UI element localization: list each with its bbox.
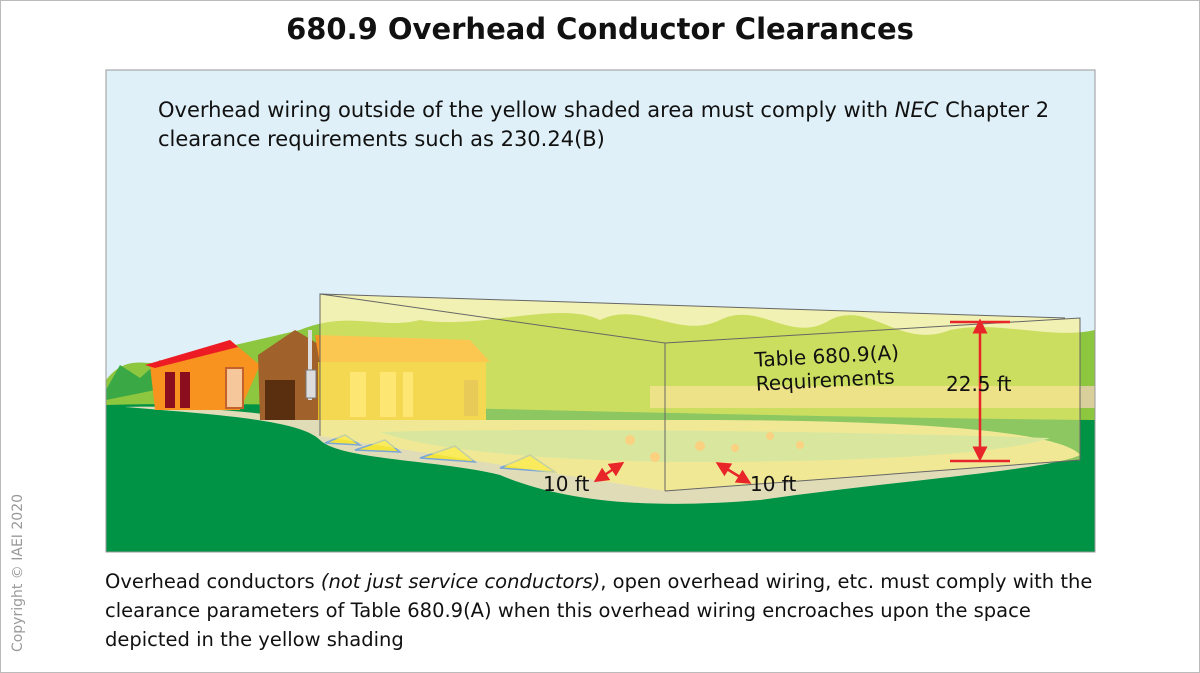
caption-text-end: , open overhead wiring, etc. must comply… bbox=[105, 570, 1093, 651]
top-note-nec: NEC bbox=[894, 98, 939, 122]
page-title: 680.9 Overhead Conductor Clearances bbox=[286, 12, 914, 46]
service-mast bbox=[308, 330, 312, 400]
caption: Overhead conductors (not just service co… bbox=[105, 567, 1115, 654]
horizontal-clearance-left: 10 ft bbox=[543, 472, 590, 496]
pool-house-left bbox=[145, 340, 260, 410]
top-note: Overhead wiring outside of the yellow sh… bbox=[158, 96, 1078, 154]
copyright: Copyright © IAEI 2020 bbox=[10, 493, 26, 653]
illustration-border bbox=[105, 69, 1096, 553]
height-label: 22.5 ft bbox=[946, 372, 1012, 396]
clearance-zone-box bbox=[319, 293, 1081, 492]
dimension-arrows bbox=[593, 318, 1010, 484]
electric-meter bbox=[305, 369, 317, 399]
top-note-text-end: Chapter 2 clearance requirements such as… bbox=[158, 98, 1050, 151]
caption-text: Overhead conductors bbox=[105, 570, 321, 593]
horizontal-clearance-right: 10 ft bbox=[750, 472, 797, 496]
caption-italic: (not just service conductors) bbox=[320, 570, 601, 593]
table-label: Table 680.9(A) Requirements bbox=[754, 340, 901, 396]
top-note-text: Overhead wiring outside of the yellow sh… bbox=[158, 98, 895, 122]
